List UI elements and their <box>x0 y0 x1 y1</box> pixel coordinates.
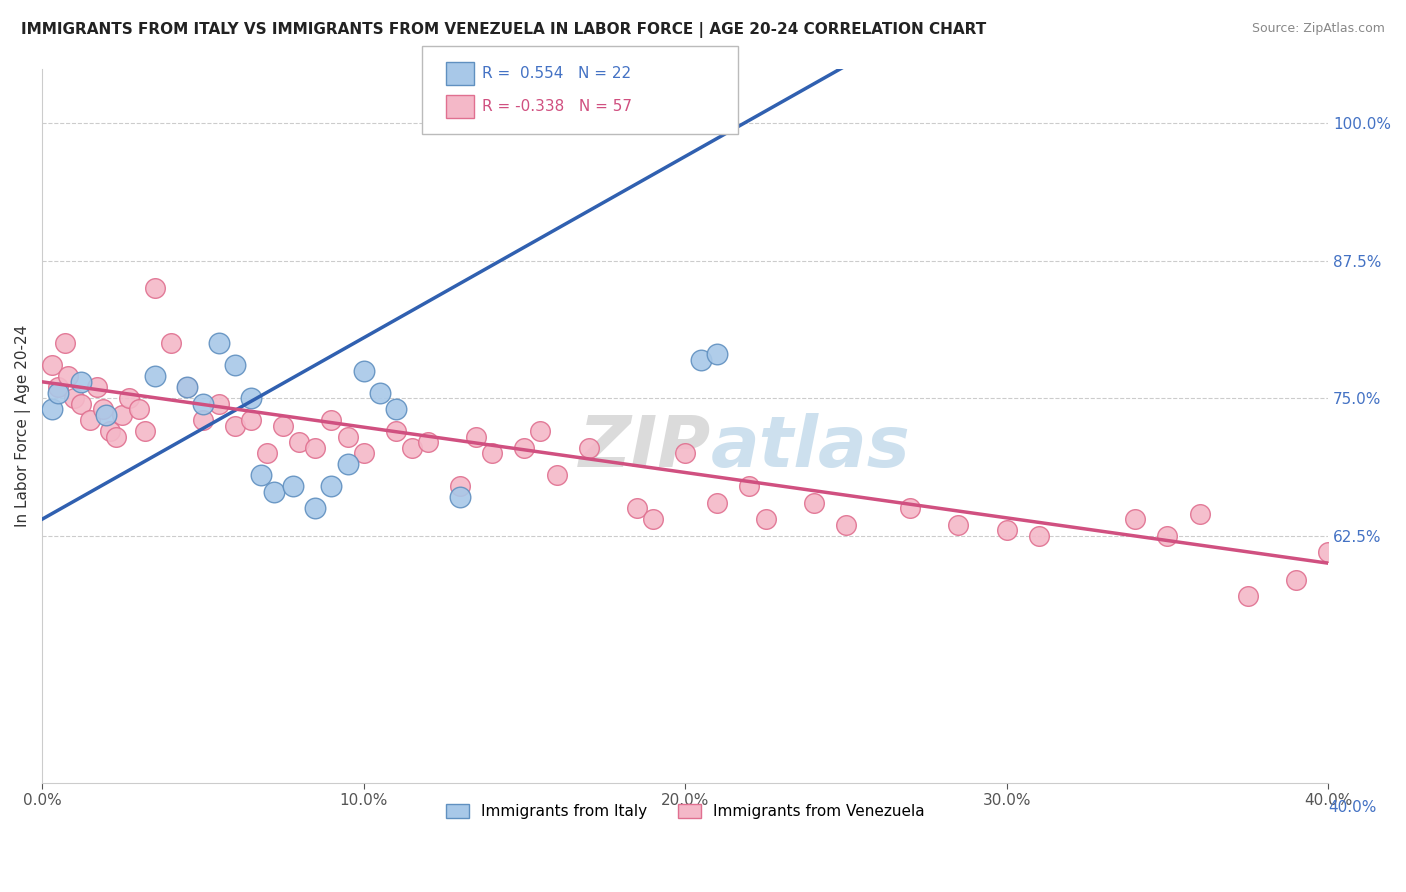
Point <box>249 468 271 483</box>
Point <box>626 501 648 516</box>
Point <box>384 424 406 438</box>
Point <box>336 430 359 444</box>
Point <box>41 359 63 373</box>
Point <box>706 347 728 361</box>
Point <box>384 402 406 417</box>
Point <box>63 392 86 406</box>
Point <box>111 408 134 422</box>
Text: IMMIGRANTS FROM ITALY VS IMMIGRANTS FROM VENEZUELA IN LABOR FORCE | AGE 20-24 CO: IMMIGRANTS FROM ITALY VS IMMIGRANTS FROM… <box>21 22 987 38</box>
Point <box>143 369 166 384</box>
Point <box>69 375 91 389</box>
Point <box>416 435 439 450</box>
Point <box>105 430 128 444</box>
Point <box>1236 589 1258 603</box>
Point <box>96 408 118 422</box>
Point <box>176 380 198 394</box>
Point <box>353 364 375 378</box>
Point <box>353 446 375 460</box>
Text: atlas: atlas <box>711 413 911 482</box>
Point <box>336 457 359 471</box>
Text: R = -0.338   N = 57: R = -0.338 N = 57 <box>482 99 633 113</box>
Point <box>738 479 761 493</box>
Point <box>208 397 231 411</box>
Point <box>1188 507 1211 521</box>
Point <box>835 517 858 532</box>
Point <box>281 479 304 493</box>
Point <box>98 424 121 438</box>
Point <box>304 501 326 516</box>
Point <box>995 523 1018 537</box>
Point <box>690 352 713 367</box>
Point <box>159 336 181 351</box>
Point <box>898 501 921 516</box>
Point <box>224 359 246 373</box>
Point <box>240 392 263 406</box>
Point <box>321 479 343 493</box>
Point <box>191 397 214 411</box>
Point <box>578 441 600 455</box>
Text: 40.0%: 40.0% <box>1329 800 1376 814</box>
Point <box>1317 545 1340 559</box>
Point <box>481 446 503 460</box>
Point <box>224 418 246 433</box>
Point <box>256 446 278 460</box>
Point <box>128 402 150 417</box>
Legend: Immigrants from Italy, Immigrants from Venezuela: Immigrants from Italy, Immigrants from V… <box>440 798 931 825</box>
Point <box>208 336 231 351</box>
Point <box>948 517 970 532</box>
Text: R =  0.554   N = 22: R = 0.554 N = 22 <box>482 66 631 80</box>
Point <box>118 392 141 406</box>
Point <box>401 441 423 455</box>
Point <box>46 380 69 394</box>
Point <box>673 446 696 460</box>
Point <box>41 402 63 417</box>
Text: ZIP: ZIP <box>579 413 711 482</box>
Point <box>803 496 825 510</box>
Point <box>56 369 79 384</box>
Point <box>134 424 156 438</box>
Point <box>321 413 343 427</box>
Point <box>754 512 776 526</box>
Point <box>191 413 214 427</box>
Point <box>86 380 108 394</box>
Point <box>1285 573 1308 587</box>
Text: Source: ZipAtlas.com: Source: ZipAtlas.com <box>1251 22 1385 36</box>
Point <box>79 413 101 427</box>
Point <box>1123 512 1146 526</box>
Point <box>546 468 568 483</box>
Point <box>641 512 664 526</box>
Point <box>53 336 76 351</box>
Point <box>706 496 728 510</box>
Point <box>368 385 391 400</box>
Point <box>449 490 471 504</box>
Point <box>240 413 263 427</box>
Point <box>465 430 488 444</box>
Point <box>1028 529 1050 543</box>
Point <box>288 435 311 450</box>
Point <box>271 418 294 433</box>
Point <box>91 402 114 417</box>
Point <box>1156 529 1178 543</box>
Point <box>263 484 285 499</box>
Point <box>143 281 166 295</box>
Point <box>304 441 326 455</box>
Point <box>69 397 91 411</box>
Point <box>513 441 536 455</box>
Point <box>176 380 198 394</box>
Y-axis label: In Labor Force | Age 20-24: In Labor Force | Age 20-24 <box>15 325 31 527</box>
Point <box>529 424 551 438</box>
Point <box>46 385 69 400</box>
Point <box>449 479 471 493</box>
